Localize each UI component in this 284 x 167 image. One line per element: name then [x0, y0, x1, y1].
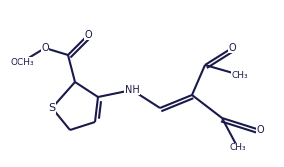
Text: O: O	[228, 43, 236, 53]
Text: O: O	[41, 43, 49, 53]
Text: OCH₃: OCH₃	[10, 57, 34, 66]
Text: NH: NH	[125, 85, 139, 95]
Text: CH₃: CH₃	[230, 143, 246, 152]
Text: O: O	[84, 30, 92, 40]
Text: CH₃: CH₃	[232, 70, 248, 79]
Text: S: S	[49, 103, 56, 113]
Text: O: O	[256, 125, 264, 135]
